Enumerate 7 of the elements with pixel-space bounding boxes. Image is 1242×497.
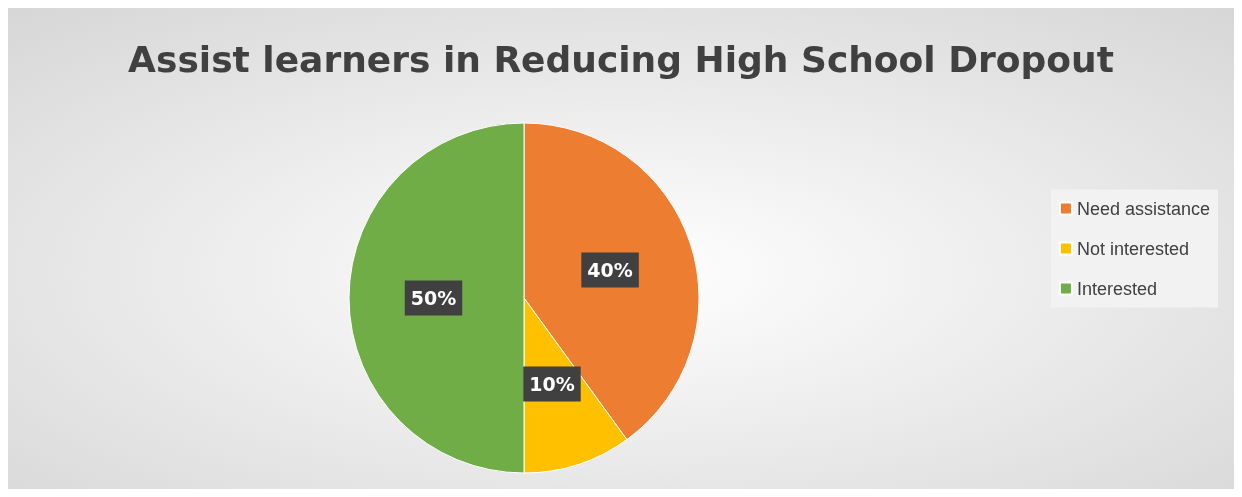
legend-label: Need assistance: [1076, 198, 1210, 219]
data-label: 50%: [410, 287, 457, 309]
legend-label: Not interested: [1076, 238, 1189, 259]
data-label: 10%: [529, 373, 575, 396]
chart-title: Assist learners in Reducing High School Dropout: [128, 38, 1114, 80]
legend-label: Interested: [1076, 278, 1157, 299]
data-label: 40%: [587, 259, 633, 282]
